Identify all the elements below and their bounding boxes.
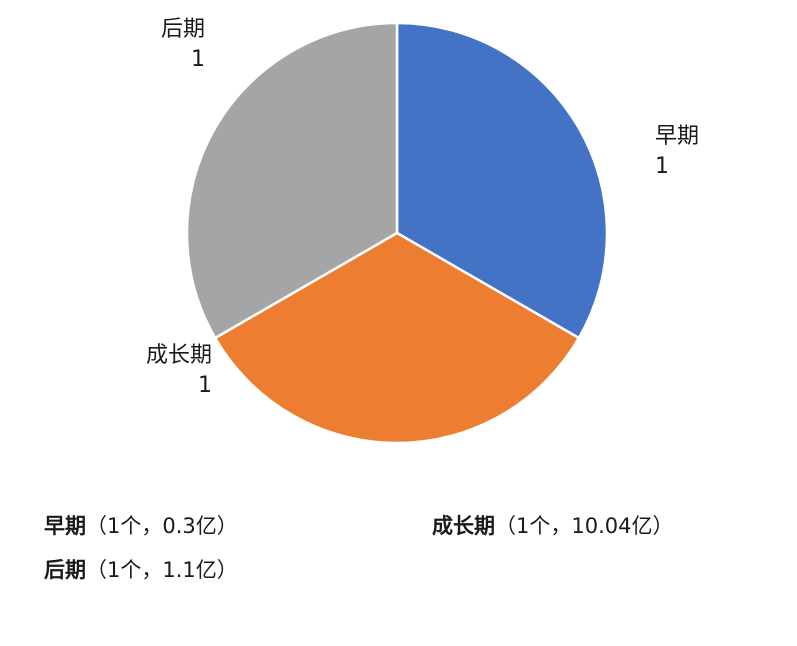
note-growth: 成长期（1个，10.04亿） bbox=[432, 510, 673, 540]
slice-label-early-category: 早期 bbox=[655, 124, 699, 149]
slice-label-early-value: 1 bbox=[655, 154, 669, 179]
note-growth-category: 成长期 bbox=[432, 514, 495, 538]
pie-slice-growth bbox=[213, 231, 581, 445]
slice-label-late-value: 1 bbox=[191, 47, 205, 72]
pie-slice-early bbox=[395, 21, 609, 340]
note-growth-detail: （1个，10.04亿） bbox=[495, 514, 674, 538]
slice-label-growth-value: 1 bbox=[198, 373, 212, 398]
note-late-detail: （1个，1.1亿） bbox=[86, 558, 238, 582]
slice-label-growth-category: 成长期 bbox=[146, 343, 212, 368]
note-early-category: 早期 bbox=[44, 514, 86, 538]
note-late: 后期（1个，1.1亿） bbox=[44, 554, 238, 584]
note-late-category: 后期 bbox=[44, 558, 86, 582]
note-early: 早期（1个，0.3亿） bbox=[44, 510, 238, 540]
note-early-detail: （1个，0.3亿） bbox=[86, 514, 238, 538]
pie-slice-late bbox=[185, 21, 399, 340]
slice-label-late-category: 后期 bbox=[161, 17, 205, 42]
pie-chart: 早期 1 成长期 1 后期 1 bbox=[146, 17, 699, 445]
